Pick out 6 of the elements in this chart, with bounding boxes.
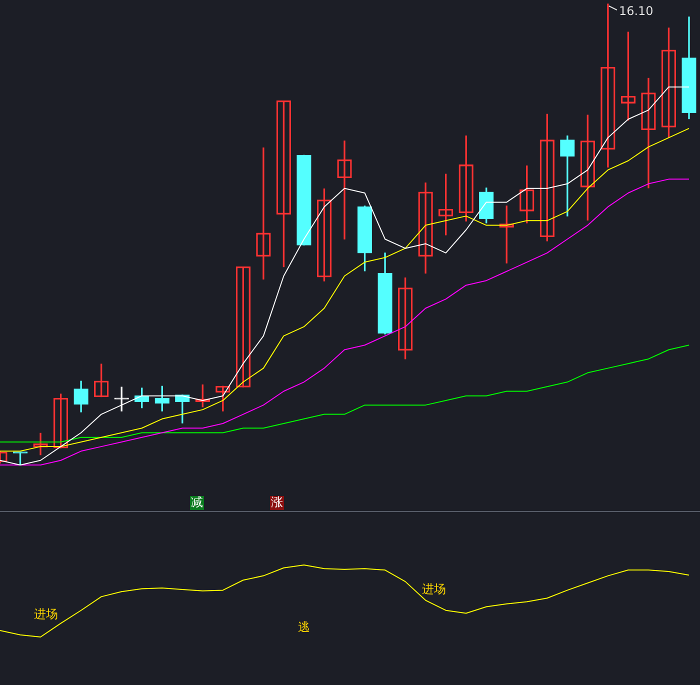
annotation: 进场 [34,607,58,622]
annotation: 进场 [422,582,446,596]
text: 减 [191,495,203,510]
annotation: 16.10 [618,4,654,18]
annotation: 逃 [298,620,310,634]
text: 涨 [271,495,283,510]
